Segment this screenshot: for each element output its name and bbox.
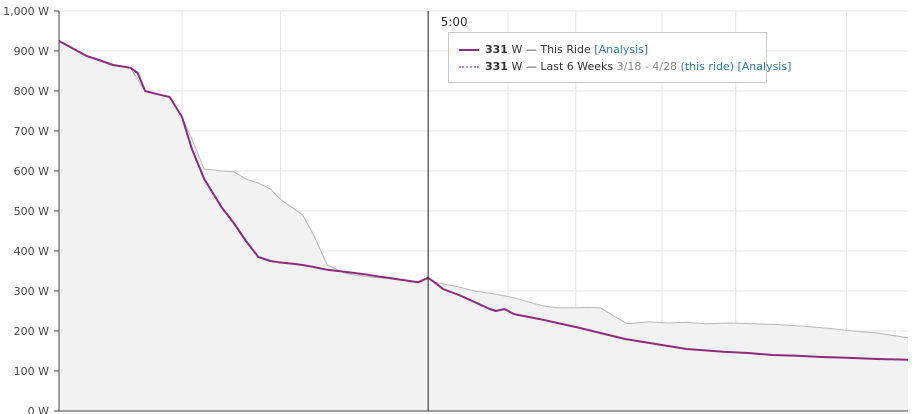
legend-row-last-6-weeks: 331 W — Last 6 Weeks 3/18 - 4/28 (this r… bbox=[459, 59, 791, 74]
six-weeks-swatch-icon bbox=[459, 66, 479, 68]
y-tick-label: 500 W bbox=[14, 205, 49, 218]
six-weeks-area-fill bbox=[59, 41, 908, 411]
six-weeks-area bbox=[59, 41, 908, 411]
legend-unit: W bbox=[507, 43, 523, 56]
analysis-link[interactable]: [Analysis] bbox=[737, 60, 792, 73]
legend-value: 331 bbox=[485, 43, 508, 56]
series-lines bbox=[58, 40, 909, 361]
legend-label: Last 6 Weeks bbox=[540, 60, 614, 73]
y-tick-label: 1,000 W bbox=[3, 5, 49, 18]
legend-value: 331 bbox=[485, 60, 508, 73]
y-tick-label: 800 W bbox=[14, 85, 49, 98]
chart-legend: 331 W — This Ride [Analysis] 331 W — Las… bbox=[448, 32, 791, 83]
legend-row-this-ride: 331 W — This Ride [Analysis] bbox=[459, 42, 648, 57]
y-tick-label: 600 W bbox=[14, 165, 49, 178]
date-range: 3/18 - 4/28 bbox=[616, 60, 677, 73]
y-tick-label: 200 W bbox=[14, 325, 49, 338]
y-tick-labels: 0 W 100 W 200 W 300 W 400 W 500 W 600 W 700 W 80… bbox=[3, 5, 59, 414]
legend-dash: — bbox=[522, 43, 541, 56]
legend-label: This Ride bbox=[540, 43, 591, 56]
analysis-link[interactable]: [Analysis] bbox=[594, 43, 649, 56]
cursor-layer: 5:00 bbox=[427, 11, 468, 411]
legend-dash: — bbox=[522, 60, 541, 73]
y-tick-label: 100 W bbox=[14, 365, 49, 378]
y-tick-label: 300 W bbox=[14, 285, 49, 298]
y-tick-label: 400 W bbox=[14, 245, 49, 258]
y-tick-label: 0 W bbox=[28, 405, 49, 414]
series-line-this-ride bbox=[58, 40, 909, 361]
y-tick-label: 700 W bbox=[14, 125, 49, 138]
y-tick-label: 900 W bbox=[14, 45, 49, 58]
this-ride-swatch-icon bbox=[459, 49, 479, 51]
legend-unit: W bbox=[507, 60, 523, 73]
this-ride-link[interactable]: (this ride) bbox=[680, 60, 734, 73]
cursor-time-label: 5:00 bbox=[441, 15, 468, 29]
